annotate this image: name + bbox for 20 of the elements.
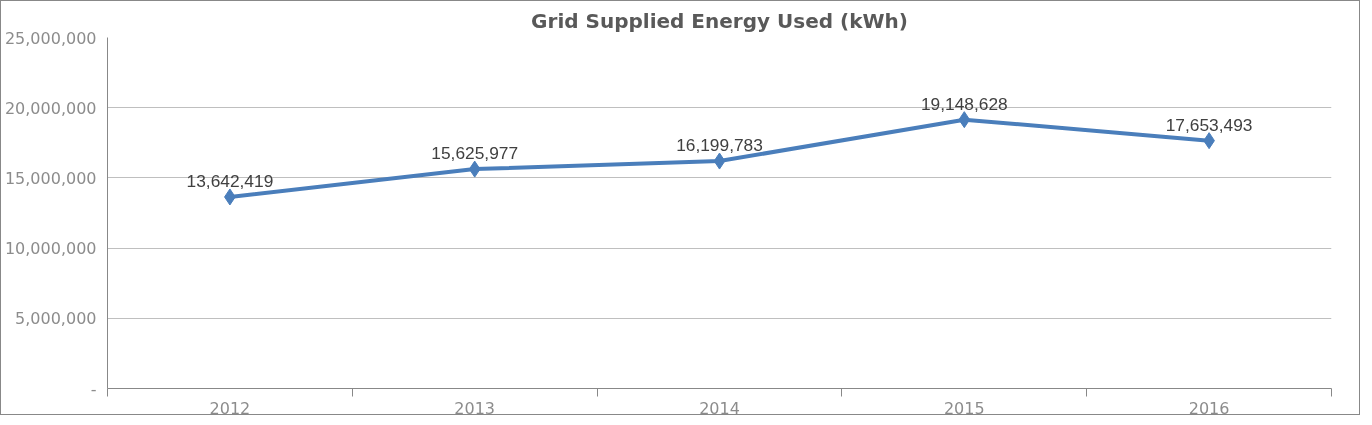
data-label: 15,625,977 [431, 143, 519, 164]
point [958, 111, 971, 129]
y-tick-label: 15,000,000 [4, 168, 97, 188]
x-tick-label: 2013 [454, 398, 496, 418]
y-tick-label: 20,000,000 [4, 98, 97, 118]
point [468, 160, 481, 178]
x-tick-label: 2015 [943, 398, 985, 418]
point [713, 152, 726, 170]
y-tick-label: 5,000,000 [15, 309, 97, 329]
data-label: 16,199,783 [676, 135, 763, 156]
chart-title: Grid Supplied Energy Used (kWh) [531, 8, 908, 33]
data-label: 19,148,628 [920, 93, 1008, 114]
y-tick-label: - [90, 379, 97, 399]
y-tick-label: 10,000,000 [4, 239, 97, 259]
x-tick-label: 2012 [209, 398, 251, 418]
x-tick-label: 2016 [1188, 398, 1230, 418]
y-tick-label: 25,000,000 [4, 28, 97, 48]
x-tick-label: 2014 [699, 398, 740, 418]
data-label: 13,642,419 [186, 170, 274, 191]
data-label: 17,653,493 [1165, 114, 1253, 135]
